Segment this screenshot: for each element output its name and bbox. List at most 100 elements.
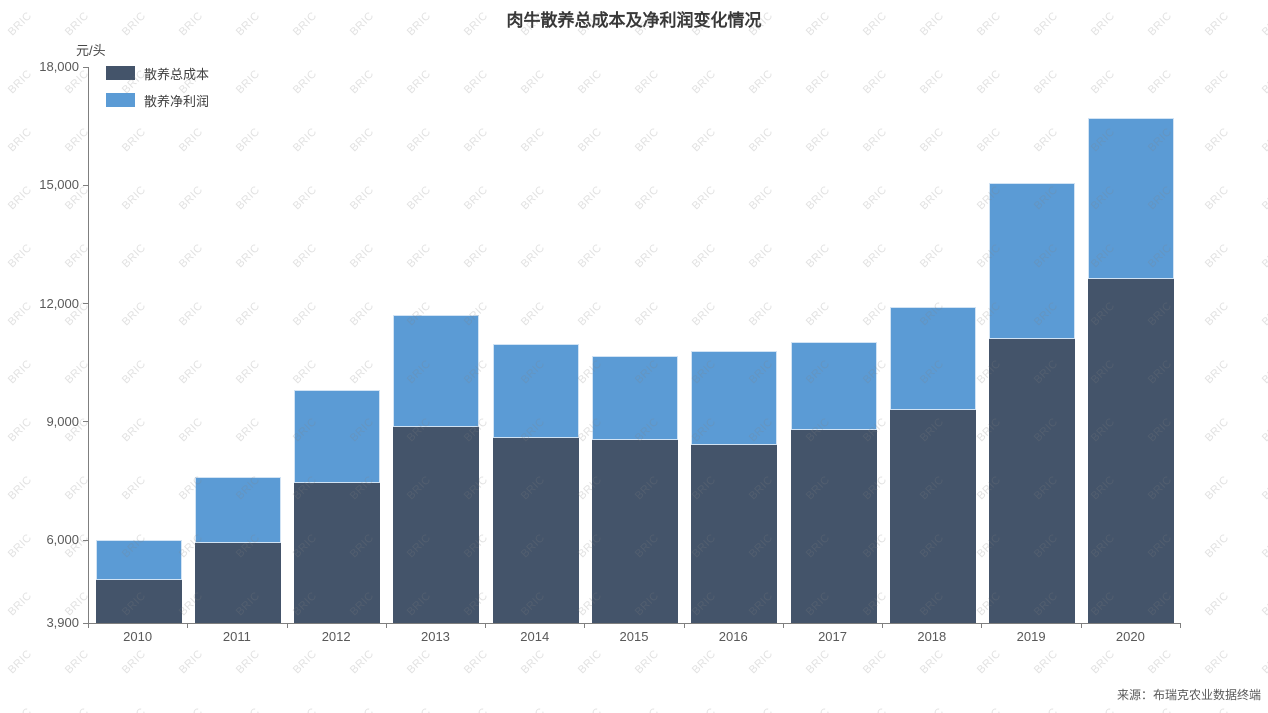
watermark-text: BRIC — [518, 647, 548, 677]
watermark-text: BRIC — [5, 647, 35, 677]
watermark-text: BRIC — [6, 706, 34, 713]
watermark-text: BRIC — [632, 647, 662, 677]
y-axis-tick — [83, 184, 88, 186]
watermark-text: BRIC — [1202, 589, 1232, 619]
bar-cost-segment-2018 — [889, 409, 976, 623]
x-axis-label: 2017 — [818, 629, 847, 644]
bar-profit-segment-2013 — [393, 315, 480, 427]
watermark-text: BRIC — [1089, 706, 1117, 713]
watermark-text: BRIC — [1146, 706, 1174, 713]
watermark-text: BRIC — [291, 706, 319, 713]
watermark-text: BRIC — [1259, 415, 1268, 445]
watermark-text: BRIC — [1259, 531, 1268, 561]
x-axis-label: 2016 — [718, 629, 748, 644]
watermark-text: BRIC — [633, 706, 661, 713]
watermark-text: BRIC — [575, 647, 605, 677]
legend-item: 散养净利润 — [106, 93, 209, 109]
x-axis-label: 2011 — [222, 629, 251, 644]
y-axis-tick-label: 15,000 — [39, 177, 79, 193]
watermark-text: BRIC — [860, 647, 890, 677]
y-axis-tick — [83, 539, 88, 541]
watermark-text: BRIC — [1032, 706, 1060, 713]
y-axis-tick-label: 12,000 — [39, 295, 79, 311]
x-axis-tick — [782, 623, 784, 628]
watermark-text: BRIC — [119, 647, 149, 677]
watermark-text: BRIC — [689, 647, 719, 677]
bar-cost-segment-2015 — [592, 440, 678, 623]
y-axis-tick-label: 9,000 — [46, 413, 79, 429]
x-axis-label: 2015 — [619, 629, 649, 644]
watermark-text: BRIC — [975, 706, 1003, 713]
watermark-text: BRIC — [62, 647, 92, 677]
watermark-text: BRIC — [747, 706, 775, 713]
legend-swatch — [106, 66, 135, 80]
watermark-text: BRIC — [1259, 67, 1268, 97]
bar-profit-segment-2018 — [889, 307, 976, 410]
watermark-text: BRIC — [1202, 183, 1232, 213]
x-axis-label: 2018 — [917, 629, 947, 644]
watermark-text: BRIC — [1259, 183, 1268, 213]
watermark-text: BRIC — [1202, 531, 1232, 561]
bar-profit-segment-2014 — [492, 343, 579, 438]
bar-cost-segment-2017 — [790, 429, 877, 623]
watermark-text: BRIC — [519, 706, 547, 713]
source-caption: 来源：布瑞克农业数据终端 — [1116, 688, 1261, 702]
x-axis-tick — [88, 623, 89, 628]
watermark-text: BRIC — [177, 706, 205, 713]
watermark-text: BRIC — [690, 706, 718, 713]
watermark-text: BRIC — [1202, 67, 1232, 97]
x-axis-label: 2019 — [1016, 629, 1046, 644]
bar-cost-segment-2014 — [492, 437, 579, 623]
watermark-text: BRIC — [1031, 647, 1061, 677]
watermark-text: BRIC — [5, 589, 35, 619]
x-axis-tick — [882, 623, 884, 628]
watermark-text: BRIC — [5, 125, 35, 155]
y-axis-tick — [83, 303, 88, 305]
bar-cost-segment-2011 — [194, 543, 281, 623]
bar-profit-segment-2010 — [95, 540, 182, 580]
x-axis-label: 2013 — [420, 629, 450, 644]
legend-label: 散养总成本 — [144, 66, 210, 82]
x-axis-label: 2012 — [321, 629, 351, 644]
watermark-text: BRIC — [1259, 647, 1268, 677]
watermark-text: BRIC — [1260, 706, 1268, 713]
watermark-text: BRIC — [461, 647, 491, 677]
watermark-text: BRIC — [233, 647, 263, 677]
watermark-text: BRIC — [804, 706, 832, 713]
watermark-text: BRIC — [1088, 647, 1118, 677]
y-axis-tick — [83, 622, 88, 624]
x-axis-label: 2010 — [123, 629, 153, 644]
x-axis-tick — [286, 623, 288, 628]
y-axis-tick — [83, 421, 88, 423]
watermark-text: BRIC — [576, 706, 604, 713]
watermark-text: BRIC — [803, 647, 833, 677]
watermark-text: BRIC — [918, 706, 946, 713]
x-axis-tick — [683, 623, 685, 628]
y-axis-tick-label: 6,000 — [46, 532, 79, 548]
x-axis-label: 2014 — [520, 629, 550, 644]
plot-area — [88, 67, 1181, 624]
bar-cost-segment-2020 — [1088, 279, 1175, 623]
legend: 散养总成本散养净利润 — [106, 66, 209, 120]
y-axis-tick-label: 18,000 — [39, 59, 79, 74]
x-axis-tick — [485, 623, 487, 628]
watermark-text: BRIC — [1259, 241, 1268, 271]
watermark-text: BRIC — [404, 647, 434, 677]
watermark-text: BRIC — [1259, 473, 1268, 503]
watermark-text: BRIC — [1202, 125, 1232, 155]
watermark-text: BRIC — [1259, 125, 1268, 155]
bar-profit-segment-2020 — [1088, 118, 1175, 280]
x-axis-tick — [1180, 623, 1181, 628]
bar-profit-segment-2015 — [592, 356, 678, 441]
watermark-text: BRIC — [290, 647, 320, 677]
watermark-text: BRIC — [1202, 299, 1232, 329]
watermark-text: BRIC — [861, 706, 889, 713]
legend-item: 散养总成本 — [106, 66, 210, 82]
x-axis-tick — [584, 623, 586, 628]
watermark-text: BRIC — [1259, 357, 1268, 387]
watermark-text: BRIC — [1202, 241, 1232, 271]
watermark-text: BRIC — [917, 647, 947, 677]
watermark-text: BRIC — [1202, 357, 1232, 387]
bar-cost-segment-2016 — [691, 444, 778, 623]
